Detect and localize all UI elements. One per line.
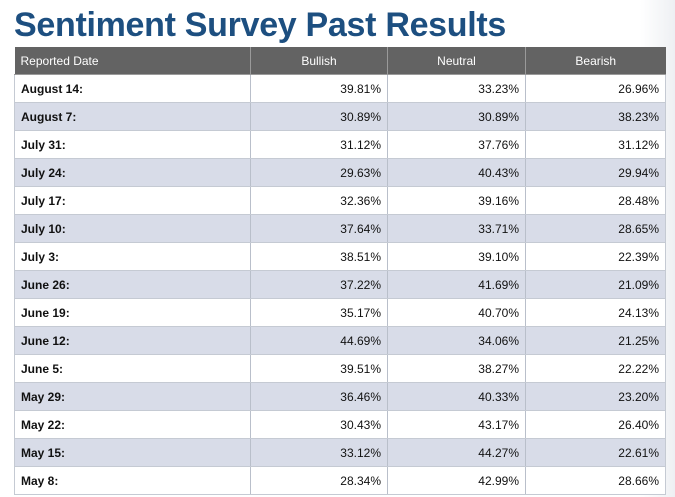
cell-neutral: 40.70% (387, 298, 526, 327)
cell-date: July 3: (14, 242, 251, 271)
table-row: May 29: 36.46% 40.33% 23.20% (14, 382, 666, 411)
cell-date: July 24: (14, 158, 251, 187)
table-row: July 31: 31.12% 37.76% 31.12% (14, 130, 666, 159)
cell-neutral: 39.16% (387, 186, 526, 215)
cell-bearish: 22.22% (525, 354, 666, 383)
cell-bearish: 24.13% (525, 298, 666, 327)
table-row: August 14: 39.81% 33.23% 26.96% (14, 74, 666, 103)
cell-neutral: 38.27% (387, 354, 526, 383)
cell-neutral: 41.69% (387, 270, 526, 299)
sentiment-results-table: Reported Date Bullish Neutral Bearish Au… (14, 47, 666, 495)
table-row: July 3: 38.51% 39.10% 22.39% (14, 242, 666, 271)
cell-date: June 26: (14, 270, 251, 299)
cell-bullish: 33.12% (250, 438, 388, 467)
cell-bullish: 38.51% (250, 242, 388, 271)
cell-bullish: 28.34% (250, 466, 388, 495)
cell-neutral: 43.17% (387, 410, 526, 439)
cell-bearish: 22.39% (525, 242, 666, 271)
cell-bullish: 35.17% (250, 298, 388, 327)
cell-bearish: 23.20% (525, 382, 666, 411)
cell-neutral: 42.99% (387, 466, 526, 495)
cell-date: July 17: (14, 186, 251, 215)
cell-bearish: 26.96% (525, 74, 666, 103)
cell-bearish: 22.61% (525, 438, 666, 467)
cell-bearish: 28.65% (525, 214, 666, 243)
cell-date: June 5: (14, 354, 251, 383)
cell-neutral: 39.10% (387, 242, 526, 271)
cell-date: August 7: (14, 102, 251, 131)
cell-bullish: 39.81% (250, 74, 388, 103)
cell-neutral: 34.06% (387, 326, 526, 355)
table-row: June 19: 35.17% 40.70% 24.13% (14, 298, 666, 327)
cell-neutral: 33.71% (387, 214, 526, 243)
cell-bullish: 31.12% (250, 130, 388, 159)
cell-bullish: 36.46% (250, 382, 388, 411)
cell-bullish: 29.63% (250, 158, 388, 187)
cell-bearish: 21.25% (525, 326, 666, 355)
cell-neutral: 44.27% (387, 438, 526, 467)
table-row: June 5: 39.51% 38.27% 22.22% (14, 354, 666, 383)
table-row: May 15: 33.12% 44.27% 22.61% (14, 438, 666, 467)
cell-bearish: 28.48% (525, 186, 666, 215)
table-row: July 10: 37.64% 33.71% 28.65% (14, 214, 666, 243)
cell-bearish: 38.23% (525, 102, 666, 131)
cell-date: May 15: (14, 438, 251, 467)
cell-date: May 22: (14, 410, 251, 439)
table-row: May 8: 28.34% 42.99% 28.66% (14, 466, 666, 495)
header-reported-date: Reported Date (14, 47, 251, 75)
cell-bullish: 37.64% (250, 214, 388, 243)
cell-bearish: 26.40% (525, 410, 666, 439)
table-row: May 22: 30.43% 43.17% 26.40% (14, 410, 666, 439)
table-row: June 26: 37.22% 41.69% 21.09% (14, 270, 666, 299)
cell-bullish: 44.69% (250, 326, 388, 355)
cell-bullish: 32.36% (250, 186, 388, 215)
header-neutral: Neutral (387, 47, 526, 75)
cell-date: June 19: (14, 298, 251, 327)
table-row: June 12: 44.69% 34.06% 21.25% (14, 326, 666, 355)
cell-date: May 8: (14, 466, 251, 495)
cell-bearish: 21.09% (525, 270, 666, 299)
cell-date: July 10: (14, 214, 251, 243)
cell-bearish: 28.66% (525, 466, 666, 495)
table-row: July 24: 29.63% 40.43% 29.94% (14, 158, 666, 187)
cell-neutral: 40.33% (387, 382, 526, 411)
cell-bearish: 29.94% (525, 158, 666, 187)
cell-date: June 12: (14, 326, 251, 355)
results-table-container: Reported Date Bullish Neutral Bearish Au… (14, 47, 666, 495)
cell-bearish: 31.12% (525, 130, 666, 159)
cell-neutral: 40.43% (387, 158, 526, 187)
page-title: Sentiment Survey Past Results (14, 6, 507, 44)
header-bullish: Bullish (250, 47, 388, 75)
cell-bullish: 39.51% (250, 354, 388, 383)
cell-date: July 31: (14, 130, 251, 159)
cell-neutral: 33.23% (387, 74, 526, 103)
table-header-row: Reported Date Bullish Neutral Bearish (14, 47, 666, 75)
table-row: July 17: 32.36% 39.16% 28.48% (14, 186, 666, 215)
cell-bullish: 37.22% (250, 270, 388, 299)
cell-date: August 14: (14, 74, 251, 103)
cell-neutral: 30.89% (387, 102, 526, 131)
header-bearish: Bearish (525, 47, 666, 75)
cell-neutral: 37.76% (387, 130, 526, 159)
table-row: August 7: 30.89% 30.89% 38.23% (14, 102, 666, 131)
cell-bullish: 30.89% (250, 102, 388, 131)
cell-bullish: 30.43% (250, 410, 388, 439)
cell-date: May 29: (14, 382, 251, 411)
